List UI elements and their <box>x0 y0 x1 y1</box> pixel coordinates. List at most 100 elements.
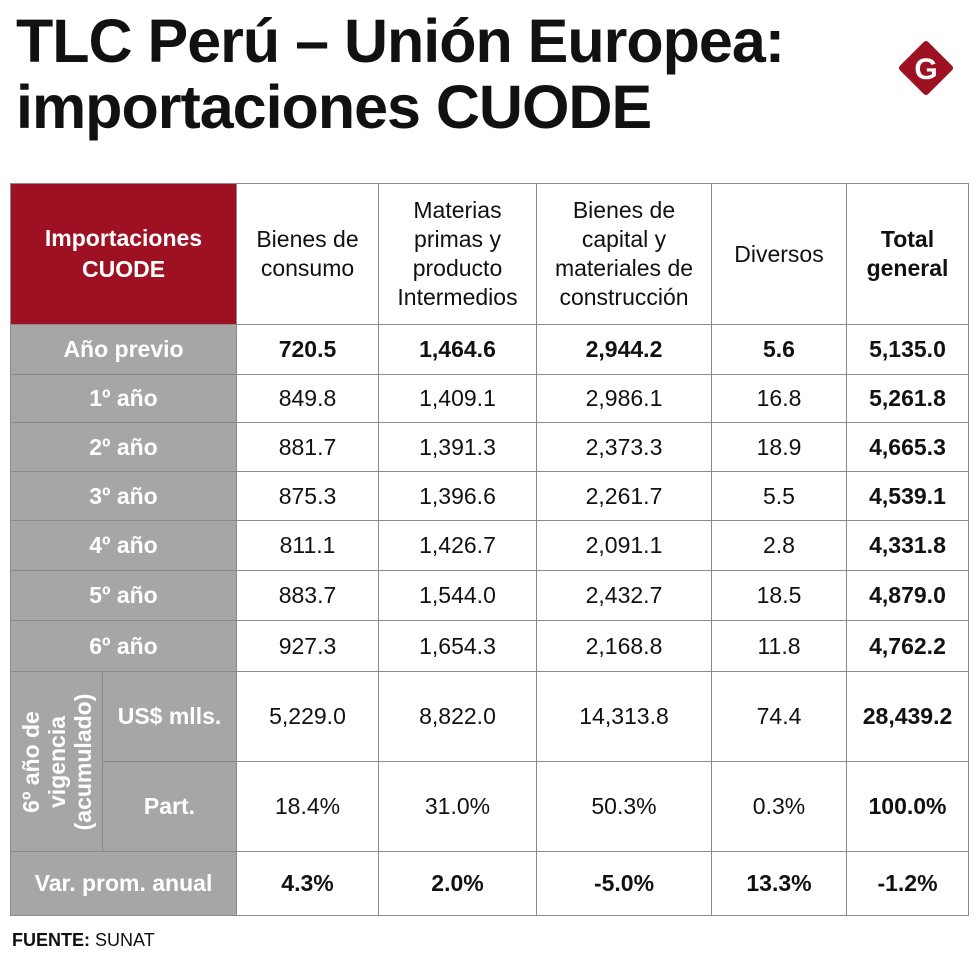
row-label: US$ mlls. <box>102 671 237 762</box>
table-cell: 883.7 <box>236 570 379 621</box>
table-cell: -1.2% <box>846 851 969 916</box>
table-cell: 13.3% <box>711 851 847 916</box>
column-header-line: materiales de <box>554 255 694 281</box>
table-cell: 1,409.1 <box>378 374 537 423</box>
table-row: 3º año 875.3 1,396.6 2,261.7 5.5 4,539.1 <box>10 471 969 521</box>
table-cell: 4,665.3 <box>846 422 969 472</box>
row-label: 6º año <box>10 620 237 672</box>
table-cell: 18.9 <box>711 422 847 472</box>
table-cell: 927.3 <box>236 620 379 672</box>
group-label-cell: 6º año de vigencia (acumulado) <box>10 671 103 852</box>
table-cell: 849.8 <box>236 374 379 423</box>
table-cell: 1,426.7 <box>378 520 537 571</box>
table-cell: 1,396.6 <box>378 471 537 521</box>
column-header-line: general <box>866 255 949 281</box>
table-cell: 18.4% <box>236 761 379 852</box>
table-cell: 74.4 <box>711 671 847 762</box>
column-header-line: capital y <box>581 226 667 252</box>
row-label: 4º año <box>10 520 237 571</box>
column-header-line: primas y <box>414 226 501 252</box>
table-cell: 881.7 <box>236 422 379 472</box>
table-cell: 2.8 <box>711 520 847 571</box>
table-cell: 2,091.1 <box>536 520 712 571</box>
table-cell: 1,544.0 <box>378 570 537 621</box>
column-header-total-general: Total general <box>846 183 969 325</box>
corner-label-line: Importaciones <box>44 225 203 251</box>
group-label: 6º año de vigencia (acumulado) <box>18 693 96 830</box>
column-header-diversos: Diversos <box>711 183 847 325</box>
row-label: 5º año <box>10 570 237 621</box>
group-label-line: (acumulado) <box>69 693 96 830</box>
table-cell: 5,261.8 <box>846 374 969 423</box>
table-cell: 16.8 <box>711 374 847 423</box>
column-header-bienes-capital: Bienes de capital y materiales de constr… <box>536 183 712 325</box>
table-cell: 1,391.3 <box>378 422 537 472</box>
table-cell: 5,135.0 <box>846 324 969 375</box>
table-cell: 11.8 <box>711 620 847 672</box>
source-value: SUNAT <box>95 930 155 950</box>
column-header-line: consumo <box>260 255 355 281</box>
table-row: Part. 18.4% 31.0% 50.3% 0.3% 100.0% <box>11 761 969 852</box>
title-line-2: importaciones CUODE <box>16 73 652 141</box>
column-header-line: Materias <box>413 197 502 223</box>
column-header-line: producto <box>412 255 503 281</box>
group-label-line: 6º año de <box>17 710 44 813</box>
table-cell: 2,373.3 <box>536 422 712 472</box>
row-label: Part. <box>102 761 237 852</box>
column-header-line: Diversos <box>734 240 824 267</box>
table-row: 5º año 883.7 1,544.0 2,432.7 18.5 4,879.… <box>10 570 969 621</box>
brand-g-diamond-icon: G <box>898 40 954 96</box>
table-cell: 875.3 <box>236 471 379 521</box>
table-cell: 2,944.2 <box>536 324 712 375</box>
table-row: 2º año 881.7 1,391.3 2,373.3 18.9 4,665.… <box>10 422 969 472</box>
row-label: 3º año <box>10 471 237 521</box>
row-label: Año previo <box>10 324 237 375</box>
source-note: FUENTE: SUNAT <box>12 930 155 951</box>
table-row: 6º año de vigencia (acumulado) US$ mlls.… <box>10 671 969 852</box>
column-header-line: Total <box>880 226 935 252</box>
table-cell: 0.3% <box>711 761 847 852</box>
table-cell: 5,229.0 <box>236 671 379 762</box>
table-cell: 1,464.6 <box>378 324 537 375</box>
row-label: Var. prom. anual <box>10 851 237 916</box>
cuode-table: Importaciones CUODE Bienes de consumo Ma… <box>10 183 969 916</box>
table-cell: 2,261.7 <box>536 471 712 521</box>
column-header-line: Intermedios <box>397 284 518 310</box>
row-label: 1º año <box>10 374 237 423</box>
table-cell: 31.0% <box>378 761 537 852</box>
table-row: 6º año 927.3 1,654.3 2,168.8 11.8 4,762.… <box>10 620 969 672</box>
table-cell: 2,432.7 <box>536 570 712 621</box>
table-row: 4º año 811.1 1,426.7 2,091.1 2.8 4,331.8 <box>10 520 969 571</box>
table-cell: 100.0% <box>846 761 969 852</box>
column-header-line: construcción <box>559 284 689 310</box>
table-cell: 14,313.8 <box>536 671 712 762</box>
table-cell: 720.5 <box>236 324 379 375</box>
table-row: Año previo 720.5 1,464.6 2,944.2 5.6 5,1… <box>10 324 969 375</box>
table-cell: 4,879.0 <box>846 570 969 621</box>
logo-letter: G <box>914 53 937 86</box>
column-header-bienes-consumo: Bienes de consumo <box>236 183 379 325</box>
table-cell: 4,762.2 <box>846 620 969 672</box>
table-cell: 2,168.8 <box>536 620 712 672</box>
page-title: TLC Perú – Unión Europea: importaciones … <box>16 7 785 141</box>
table-row: Var. prom. anual 4.3% 2.0% -5.0% 13.3% -… <box>10 851 969 916</box>
table-cell: 18.5 <box>711 570 847 621</box>
title-line-1: TLC Perú – Unión Europea: <box>16 7 785 75</box>
column-header-materias-primas: Materias primas y producto Intermedios <box>378 183 537 325</box>
corner-header: Importaciones CUODE <box>10 183 237 325</box>
table-cell: 4,331.8 <box>846 520 969 571</box>
table-cell: 5.5 <box>711 471 847 521</box>
table-cell: 5.6 <box>711 324 847 375</box>
table-cell: 2.0% <box>378 851 537 916</box>
corner-label-line: CUODE <box>81 256 166 282</box>
table-cell: 2,986.1 <box>536 374 712 423</box>
table-cell: 8,822.0 <box>378 671 537 762</box>
table-cell: -5.0% <box>536 851 712 916</box>
table-cell: 4,539.1 <box>846 471 969 521</box>
column-header-line: Bienes de <box>256 226 359 252</box>
row-label: 2º año <box>10 422 237 472</box>
group-label-line: vigencia <box>43 715 70 808</box>
table-cell: 4.3% <box>236 851 379 916</box>
table-cell: 1,654.3 <box>378 620 537 672</box>
table-cell: 50.3% <box>536 761 712 852</box>
